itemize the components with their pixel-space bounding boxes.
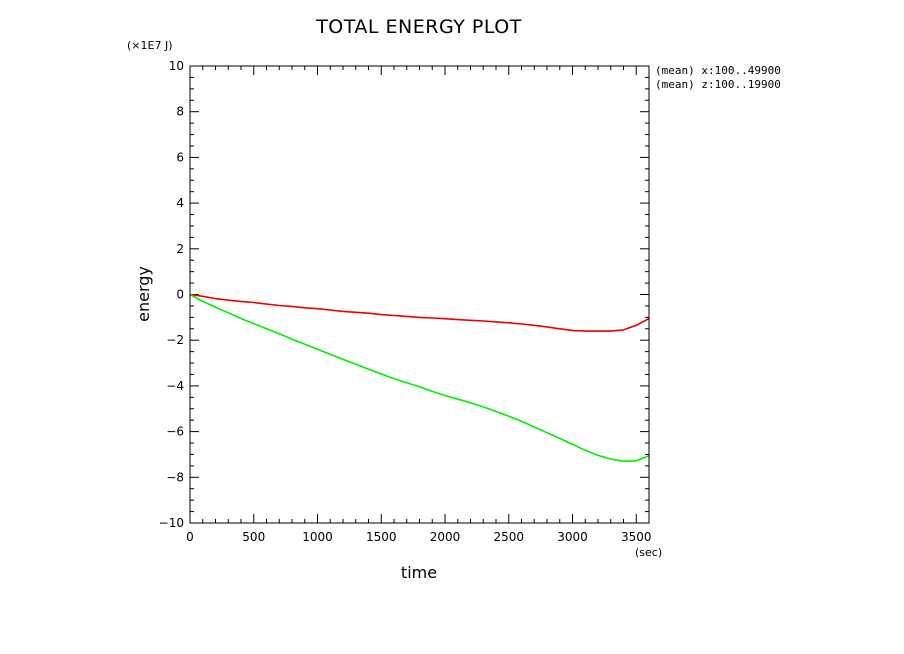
plot-frame [189,65,650,524]
y-tick-label: 8 [176,105,184,119]
tick-labels: 0 500 1000 1500 2000 2500 3000 3500 −10 −8 −6 −4 −2 0… [159,59,652,544]
y-tick-label: 0 [176,288,184,302]
y-tick-label: 6 [176,150,184,164]
x-tick-label: 3500 [621,530,652,544]
y-tick-label: −2 [166,333,184,347]
y-unit-label: (×1E7 J) [127,39,173,52]
x-tick-label: 1000 [302,530,333,544]
series-line-1 [189,293,650,332]
annotation-z-range: (mean) z:100..19900 [655,78,781,91]
y-tick-label: −4 [166,379,184,393]
x-axis-label: time [401,563,437,582]
y-tick-label: −6 [166,425,184,439]
x-tick-label: 500 [242,530,265,544]
y-tick-label: −8 [166,470,184,484]
y-tick-label: 2 [176,242,184,256]
x-tick-label: 1500 [366,530,397,544]
y-axis-label: energy [134,266,153,322]
axis-ticks [189,65,650,524]
y-tick-label: 10 [169,59,184,73]
x-tick-label: 2500 [493,530,524,544]
series-line-2 [189,293,650,463]
y-tick-label: −10 [159,516,184,530]
x-tick-label: 0 [186,530,194,544]
x-unit-label: (sec) [635,546,662,559]
series-group [189,293,650,463]
x-tick-label: 3000 [557,530,588,544]
y-tick-label: 4 [176,196,184,210]
annotation-x-range: (mean) x:100..49900 [655,64,781,77]
chart-title: TOTAL ENERGY PLOT [315,16,522,38]
x-tick-label: 2000 [430,530,461,544]
